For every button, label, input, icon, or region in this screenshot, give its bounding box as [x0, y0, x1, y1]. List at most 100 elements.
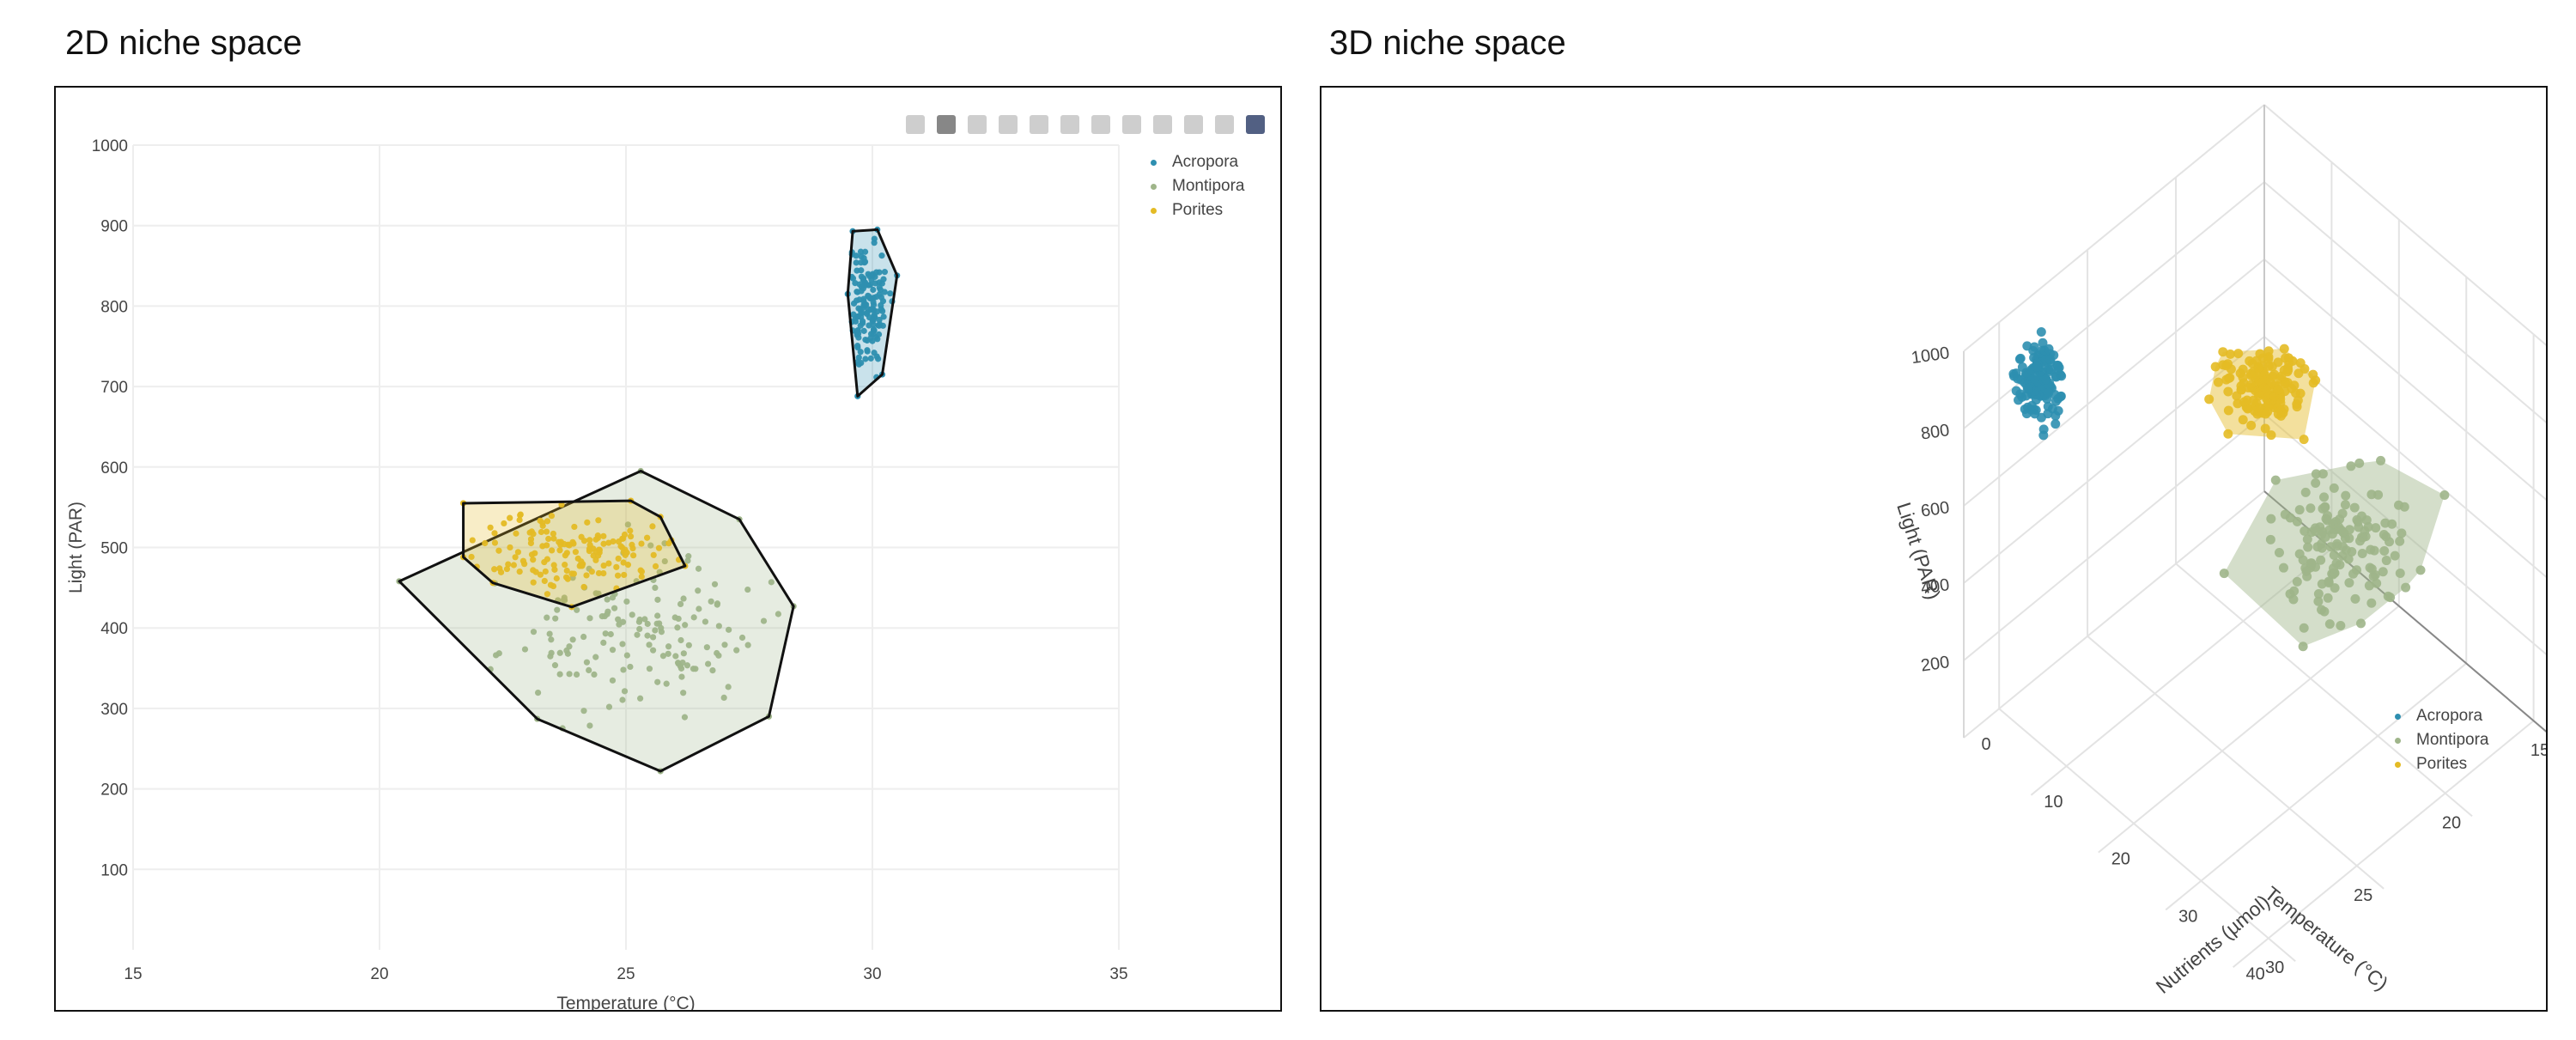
data-point: [2292, 576, 2302, 587]
lasso-icon[interactable]: [1030, 115, 1048, 134]
chart-3d-svg[interactable]: 152025300102030402004006008001000Tempera…: [1321, 88, 2561, 1010]
data-point: [624, 521, 631, 528]
data-point: [863, 310, 871, 318]
data-point: [469, 537, 476, 544]
data-point: [521, 646, 529, 653]
z-tick-label: 600: [1920, 498, 1951, 520]
data-point: [2325, 542, 2336, 552]
legend-marker: [2395, 713, 2401, 720]
data-point: [497, 569, 505, 575]
data-point: [2355, 618, 2366, 629]
legend-label: Acropora: [2416, 707, 2483, 725]
data-point: [871, 235, 878, 242]
data-point: [514, 549, 522, 556]
box-select-icon[interactable]: [999, 115, 1018, 134]
legend-item[interactable]: Acropora: [1151, 150, 1245, 174]
zoom-icon[interactable]: [937, 115, 956, 134]
data-point: [556, 547, 563, 554]
data-point: [510, 562, 517, 569]
zoom-out-icon[interactable]: [1091, 115, 1110, 134]
data-point: [615, 616, 622, 623]
y-tick-label: 800: [100, 298, 128, 316]
y-tick-label: 500: [100, 540, 128, 558]
data-point: [563, 647, 570, 654]
zoom-in-icon[interactable]: [1060, 115, 1079, 134]
data-point: [2036, 326, 2046, 337]
chart-2d-svg[interactable]: 15 20 25 30 35 100 200 300 400 500 600 700 800 900 100…: [56, 88, 1280, 1013]
data-point: [602, 630, 609, 637]
data-point: [563, 567, 570, 575]
data-point: [2379, 530, 2389, 540]
data-point: [677, 636, 684, 644]
data-point: [491, 530, 498, 537]
data-point: [2257, 388, 2268, 398]
y-tick-label: 700: [100, 379, 128, 397]
data-point: [647, 542, 654, 549]
data-point: [613, 563, 620, 570]
legend-item[interactable]: Montipora: [2395, 728, 2489, 752]
data-point: [521, 561, 528, 568]
data-point: [586, 722, 593, 729]
data-point: [2022, 341, 2032, 351]
y-tick-label: 900: [100, 218, 128, 236]
spike-lines-icon[interactable]: [1184, 115, 1203, 134]
data-point: [549, 547, 556, 554]
chart-2d-panel[interactable]: 15 20 25 30 35 100 200 300 400 500 600 700 800 900 100…: [54, 86, 1282, 1013]
plotly-logo-icon[interactable]: [1246, 115, 1265, 134]
data-point: [619, 696, 626, 703]
data-point: [627, 533, 635, 540]
data-point: [2395, 569, 2405, 579]
chart-3d-panel[interactable]: 15 20 25 30 0 10 20 30 40 200 400 600 800 1000 Tempera…: [1320, 86, 2561, 1012]
data-point: [775, 611, 781, 617]
hull-outline-montipora: [398, 469, 795, 773]
y-tick-label: 10: [2044, 793, 2063, 812]
data-point: [600, 639, 607, 647]
data-point: [2343, 554, 2354, 564]
data-point: [2219, 569, 2229, 579]
data-point: [600, 562, 607, 569]
data-point: [2288, 594, 2299, 605]
data-point: [605, 560, 612, 567]
grid-lines: [132, 144, 1120, 950]
data-point: [583, 572, 590, 579]
data-point: [641, 616, 648, 623]
data-point: [574, 555, 581, 562]
data-point: [564, 575, 571, 582]
data-point: [550, 562, 557, 569]
data-point: [2329, 483, 2339, 493]
data-point: [556, 649, 563, 656]
data-point: [696, 605, 702, 612]
compare-icon[interactable]: [1215, 115, 1234, 134]
data-point: [591, 671, 598, 678]
legend-item[interactable]: Acropora: [2395, 704, 2489, 728]
autoscale-icon[interactable]: [1122, 115, 1141, 134]
data-point: [854, 343, 861, 350]
data-point: [872, 294, 880, 301]
legend-item[interactable]: Montipora: [1151, 174, 1245, 198]
camera-icon[interactable]: [906, 115, 925, 134]
data-point: [2038, 338, 2048, 348]
data-point: [680, 690, 687, 696]
data-point: [870, 286, 877, 294]
data-point: [550, 530, 556, 538]
wall-grid-line: [1963, 336, 2265, 584]
x-tick-label: 35: [1109, 965, 1127, 983]
data-point: [738, 634, 746, 642]
points-acropora: [2008, 326, 2067, 441]
data-point: [683, 662, 691, 669]
data-point: [553, 575, 560, 582]
home-icon[interactable]: [1153, 115, 1172, 134]
data-point: [586, 537, 593, 544]
pan-icon[interactable]: [968, 115, 987, 134]
data-point: [721, 642, 728, 648]
data-point: [620, 535, 627, 542]
plot-modebar: [906, 115, 1265, 134]
points-porites: [2204, 344, 2321, 445]
data-point: [580, 633, 587, 641]
data-point: [614, 572, 622, 579]
data-point: [623, 549, 630, 556]
legend-item[interactable]: Porites: [2395, 752, 2489, 776]
data-point: [539, 520, 546, 526]
legend-item[interactable]: Porites: [1151, 198, 1245, 222]
data-point: [552, 615, 559, 622]
